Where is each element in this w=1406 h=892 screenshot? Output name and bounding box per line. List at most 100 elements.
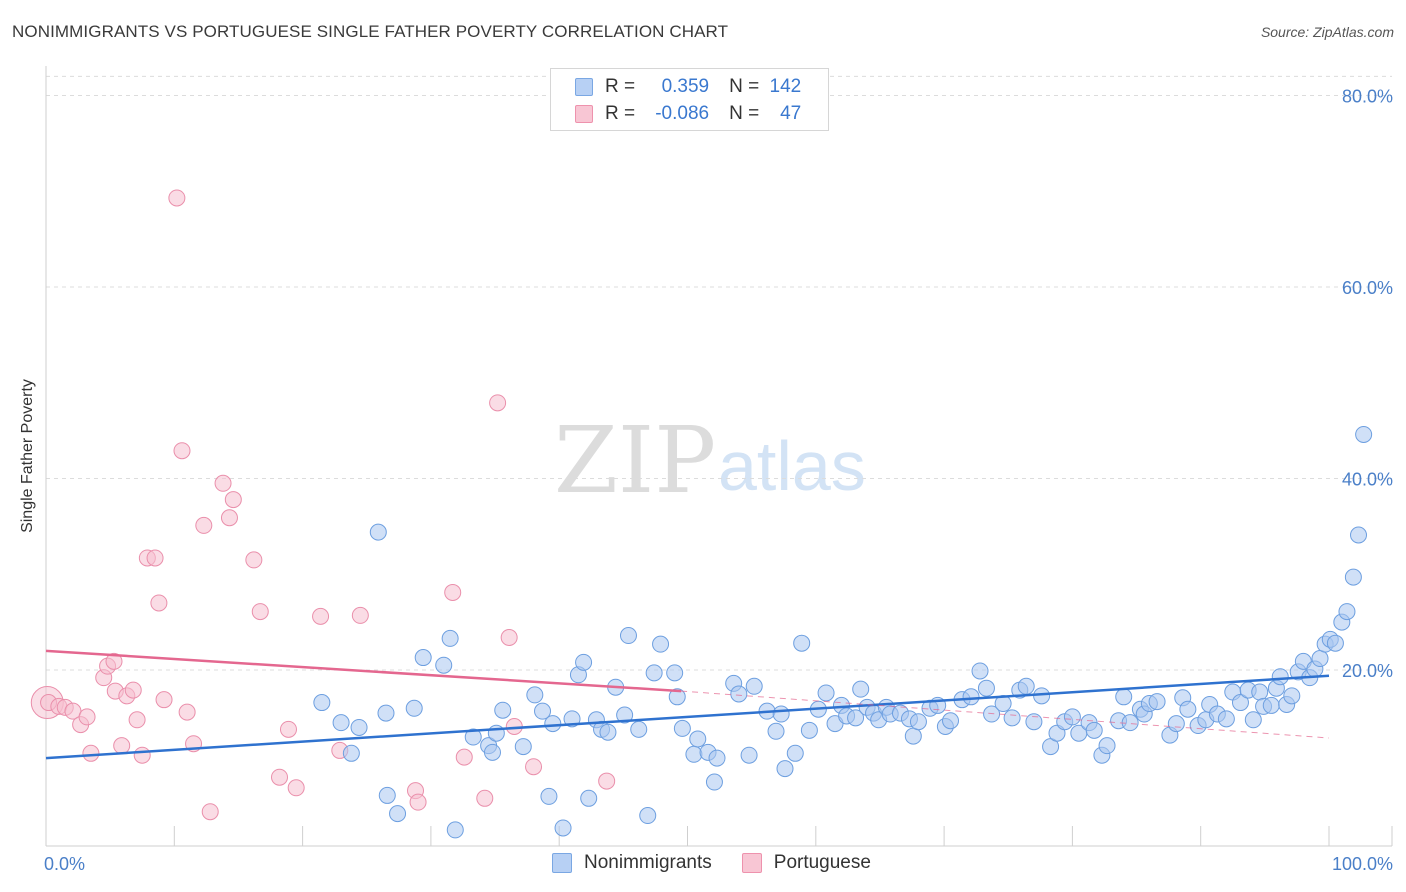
nonimmigrants-point [852,680,870,698]
legend-r-label: R = [605,76,636,97]
portuguese-point [155,691,173,709]
nonimmigrants-point [599,723,617,741]
nonimmigrants-point [1121,714,1139,732]
portuguese-trend-extension [681,690,1330,739]
portuguese-point [201,803,219,821]
portuguese-point [113,737,131,755]
portuguese-point [476,789,494,807]
y-tick-label: 40.0% [1342,470,1393,490]
portuguese-point [279,720,297,738]
legend-swatch-pink [575,105,593,123]
portuguese-point [128,711,146,729]
portuguese-point [251,603,269,621]
series-legend-portuguese[interactable]: Portuguese [741,852,871,874]
portuguese-point [444,583,462,601]
nonimmigrants-point [1167,715,1185,733]
nonimmigrants-point [1338,603,1356,621]
nonimmigrants-point [619,627,637,645]
nonimmigrants-point [1262,696,1280,714]
nonimmigrants-point [630,720,648,738]
portuguese-points [30,189,616,821]
nonimmigrants-point [1326,634,1344,652]
series-legend-nonimmigrants[interactable]: Nonimmigrants [552,852,712,874]
trend-lines [45,649,1330,760]
nonimmigrants-point [435,656,453,674]
nonimmigrants-point [817,684,835,702]
nonimmigrants-point [1003,709,1021,727]
portuguese-point [220,509,238,527]
nonimmigrants-point [1179,700,1197,718]
nonimmigrants-point [378,786,396,804]
source-label: Source: ZipAtlas.com [1260,24,1394,40]
axis-ticks: 20.0% 40.0% 60.0% 80.0% 0.0% 100.0% [44,87,1393,875]
nonimmigrants-point [446,821,464,839]
nonimmigrants-point [639,807,657,825]
nonimmigrants-point [1344,568,1362,586]
nonimmigrants-point [740,746,758,764]
nonimmigrants-point [767,722,785,740]
nonimmigrants-point [1251,683,1269,701]
nonimmigrants-point [786,744,804,762]
legend-swatch-blue [575,78,593,96]
nonimmigrants-point [1025,713,1043,731]
nonimmigrants-point [369,523,387,541]
legend-r-value: 0.359 [661,76,710,97]
legend-n-label: N = [729,103,760,124]
nonimmigrants-point [673,719,691,737]
nonimmigrants-point [772,705,790,723]
nonimmigrants-point [962,688,980,706]
nonimmigrants-point [534,702,552,720]
legend-n-label: N = [729,76,760,97]
nonimmigrants-point [977,679,995,697]
nonimmigrants-point [745,677,763,695]
portuguese-point [78,708,96,726]
portuguese-point [287,779,305,797]
nonimmigrants-point [342,744,360,762]
nonimmigrants-point [464,728,482,746]
nonimmigrants-point [1244,711,1262,729]
portuguese-point [312,607,330,625]
nonimmigrants-point [668,688,686,706]
correlation-legend: R = 0.359 N = 142 R = -0.086 N = 47 [550,68,829,131]
series-swatch-blue [552,853,572,873]
portuguese-point [124,681,142,699]
chart-title: NONIMMIGRANTS VS PORTUGUESE SINGLE FATHE… [12,22,729,41]
portuguese-point [489,394,507,412]
nonimmigrants-point [685,745,703,763]
nonimmigrants-point [776,760,794,778]
nonimmigrants-point [575,653,593,671]
portuguese-point [150,594,168,612]
nonimmigrants-point [483,743,501,761]
nonimmigrants-point [847,709,865,727]
nonimmigrants-point [689,730,707,748]
nonimmigrants-point [645,664,663,682]
portuguese-point [195,516,213,534]
portuguese-point [133,746,151,764]
nonimmigrants-point [414,649,432,667]
legend-r-label: R = [605,103,636,124]
nonimmigrants-point [544,715,562,733]
portuguese-point [105,652,123,670]
nonimmigrants-point [540,787,558,805]
nonimmigrants-point [494,701,512,719]
nonimmigrants-point [1231,694,1249,712]
portuguese-point [351,606,369,624]
nonimmigrants-point [514,738,532,756]
portuguese-point [224,491,242,509]
nonimmigrants-point [1350,526,1368,544]
portuguese-point [168,189,186,207]
portuguese-point [525,758,543,776]
nonimmigrants-point [708,749,726,767]
nonimmigrants-point [730,685,748,703]
x-tick-label: 100.0% [1332,854,1393,874]
nonimmigrants-point [1271,668,1289,686]
nonimmigrants-point [377,704,395,722]
nonimmigrants-point [616,706,634,724]
nonimmigrants-point [800,721,818,739]
series-legend: Nonimmigrants Portuguese [552,852,901,874]
nonimmigrants-point [1311,650,1329,668]
legend-row-portuguese: R = -0.086 N = 47 [575,102,801,126]
nonimmigrants-point [1217,710,1235,728]
nonimmigrants-point [1115,688,1133,706]
